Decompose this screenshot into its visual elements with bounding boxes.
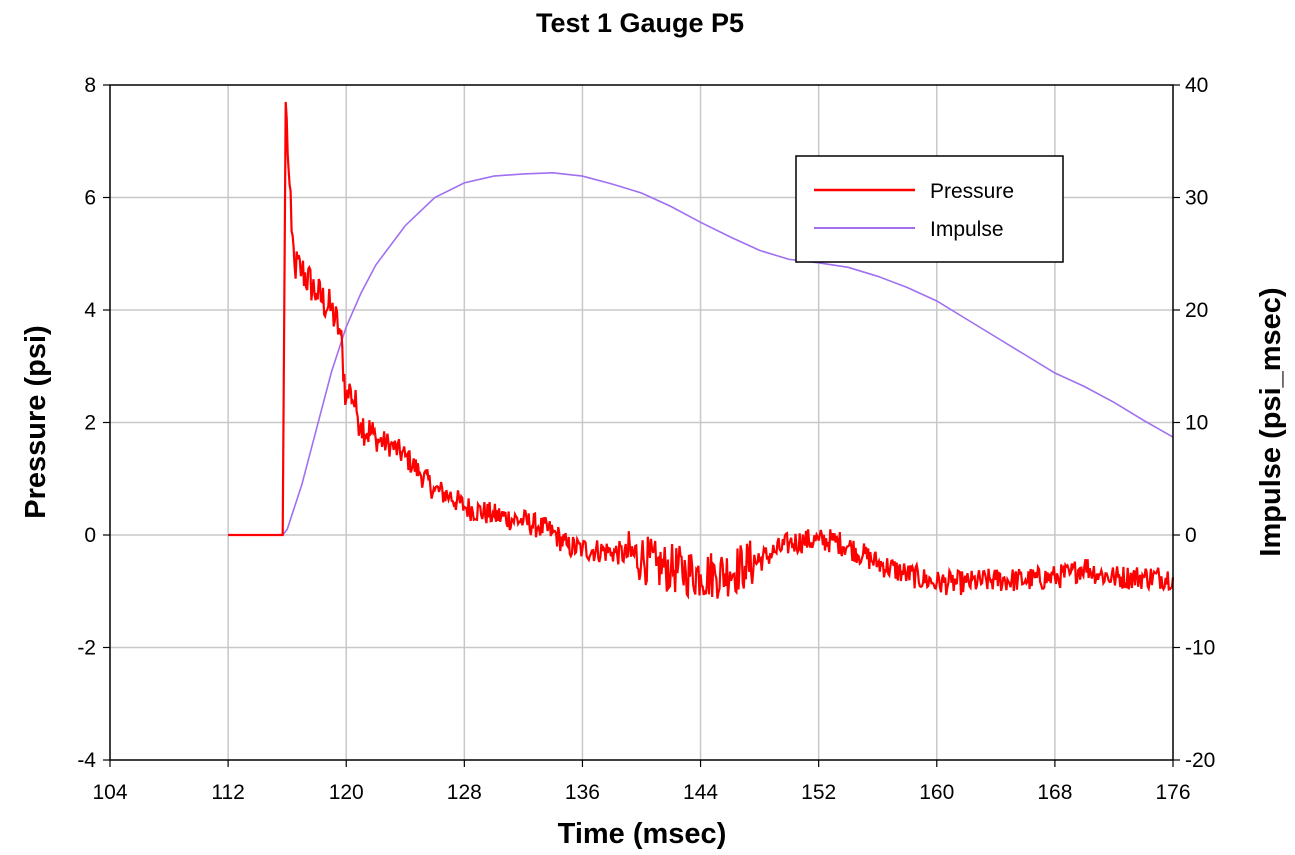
x-axis-label: Time (msec): [558, 818, 727, 850]
y-tick-label: -2: [77, 637, 96, 660]
plot-area: [228, 101, 1175, 600]
pressure-series-line: [228, 101, 1175, 600]
x-tick-label: 112: [211, 781, 244, 804]
legend-box: [795, 155, 1064, 263]
y2-axis-ticks: -20 -10 0 10 20 30 40: [1173, 74, 1215, 772]
y-tick-label: 4: [84, 299, 96, 322]
x-tick-label: 120: [329, 781, 364, 804]
chart-title: Test 1 Gauge P5: [536, 8, 744, 38]
legend-impulse-label: Impulse: [930, 218, 1004, 241]
y2-tick-label: 40: [1185, 74, 1208, 97]
x-tick-label: 176: [1155, 781, 1190, 804]
y2-tick-label: 20: [1185, 299, 1208, 322]
y-axis-label: Pressure (psi): [20, 325, 52, 518]
x-axis-ticks: 104 112 120 128 136 144 152 160 168 176: [92, 760, 1191, 804]
y-tick-label: 0: [84, 524, 96, 547]
y-tick-label: 6: [84, 187, 96, 210]
y2-tick-label: 0: [1185, 524, 1197, 547]
x-tick-label: 168: [1037, 781, 1072, 804]
y2-tick-label: -10: [1185, 637, 1215, 660]
y-tick-label: -4: [77, 749, 96, 772]
x-tick-label: 128: [447, 781, 482, 804]
y-tick-label: 2: [84, 412, 96, 435]
x-tick-label: 152: [801, 781, 836, 804]
legend: Pressure Impulse: [795, 155, 1064, 263]
y2-tick-label: 10: [1185, 412, 1208, 435]
y-tick-label: 8: [84, 74, 96, 97]
x-tick-label: 136: [565, 781, 600, 804]
y2-tick-label: -20: [1185, 749, 1215, 772]
x-tick-label: 104: [92, 781, 127, 804]
y2-axis-label: Impulse (psi_msec): [1255, 287, 1287, 556]
impulse-series-line: [228, 171, 1174, 536]
x-tick-label: 144: [683, 781, 718, 804]
x-tick-label: 160: [919, 781, 954, 804]
y2-tick-label: 30: [1185, 187, 1208, 210]
legend-pressure-label: Pressure: [930, 180, 1014, 203]
y-axis-ticks: -4 -2 0 2 4 6 8: [77, 74, 110, 772]
